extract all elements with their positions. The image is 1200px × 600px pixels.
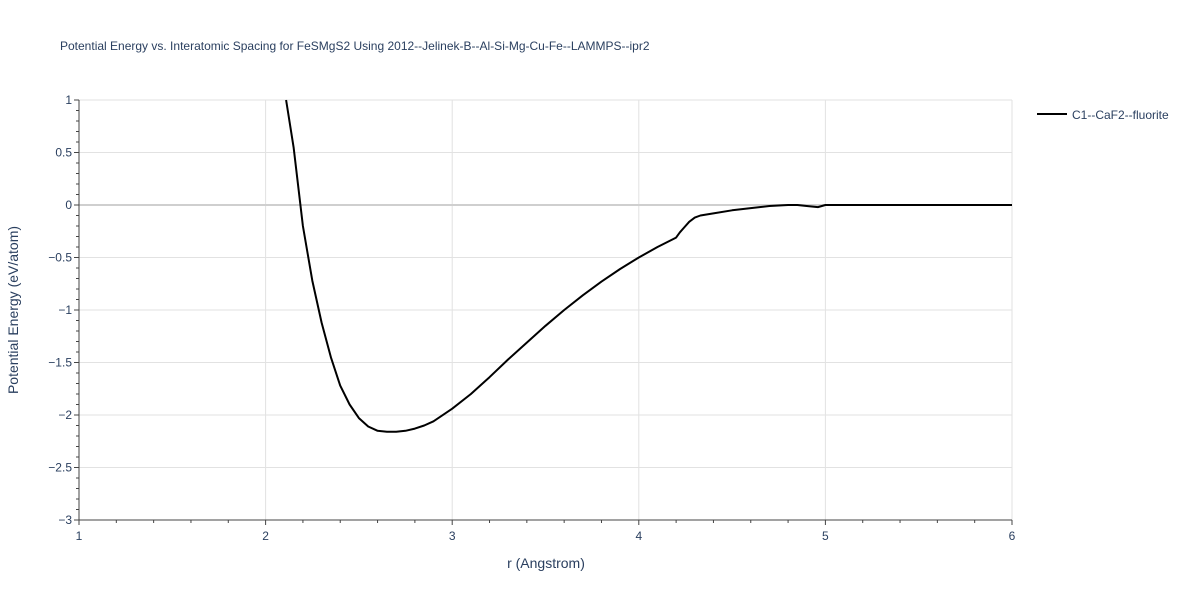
y-tick-label: −3: [58, 513, 72, 527]
x-axis-title: r (Angstrom): [507, 555, 585, 571]
y-tick-label: −1: [58, 303, 72, 317]
y-tick-label: −2: [58, 408, 72, 422]
legend[interactable]: C1--CaF2--fluorite: [1037, 108, 1169, 122]
x-tick-label: 2: [262, 529, 269, 543]
x-tick-label: 3: [449, 529, 456, 543]
series-line: [285, 99, 1012, 433]
y-tick-label: −2.5: [48, 461, 72, 475]
y-tick-label: 1: [65, 93, 72, 107]
axes: [74, 99, 1013, 525]
x-axis-tick-labels: 1 2 3 4 5 6: [76, 529, 1016, 543]
x-tick-label: 4: [635, 529, 642, 543]
x-tick-label: 1: [76, 529, 83, 543]
chart-title: Potential Energy vs. Interatomic Spacing…: [60, 39, 650, 53]
x-tick-label: 6: [1009, 529, 1016, 543]
legend-label: C1--CaF2--fluorite: [1072, 108, 1169, 122]
y-tick-label: −1.5: [48, 356, 72, 370]
y-axis-tick-labels: 1 0.5 0 −0.5 −1 −1.5 −2 −2.5 −3: [48, 93, 72, 527]
gridlines: [79, 99, 1013, 520]
series-lines: [285, 99, 1012, 433]
x-tick-label: 5: [822, 529, 829, 543]
y-tick-label: 0.5: [55, 146, 72, 160]
y-axis-title: Potential Energy (eV/atom): [5, 226, 21, 394]
y-tick-label: −0.5: [48, 251, 72, 265]
y-tick-label: 0: [65, 198, 72, 212]
